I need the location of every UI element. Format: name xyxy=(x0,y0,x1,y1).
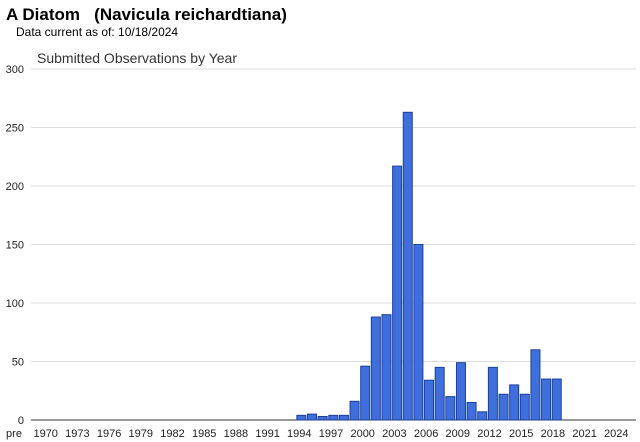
x-tick-label: 1991 xyxy=(255,428,279,440)
x-tick-label: 2006 xyxy=(414,428,438,440)
chart-title: Submitted Observations by Year xyxy=(37,50,238,66)
x-tick-label: 1982 xyxy=(160,428,184,440)
x-tick-label: pre xyxy=(6,428,22,440)
x-tick-label: 1988 xyxy=(224,428,248,440)
bar xyxy=(477,411,488,421)
bar xyxy=(402,111,413,421)
x-tick-label: 1985 xyxy=(192,428,216,440)
bar xyxy=(509,384,520,421)
bar xyxy=(445,396,456,421)
bar xyxy=(296,414,307,421)
bar xyxy=(360,365,371,421)
bar xyxy=(413,244,424,421)
bar xyxy=(370,316,381,421)
x-tick-label: 2012 xyxy=(477,428,501,440)
bar xyxy=(434,366,445,421)
x-tick-label: 2003 xyxy=(382,428,406,440)
bar xyxy=(455,362,466,421)
bar xyxy=(541,378,552,421)
y-tick-label: 50 xyxy=(12,357,24,369)
y-tick-label: 100 xyxy=(6,298,24,310)
x-tick-label: 2024 xyxy=(604,428,628,440)
bar xyxy=(328,414,339,421)
x-tick-label: 2018 xyxy=(541,428,565,440)
bar xyxy=(530,349,541,421)
page-title: A Diatom (Navicula reichardtiana) xyxy=(6,5,287,24)
x-tick-label: 2015 xyxy=(509,428,533,440)
x-tick-label: 1979 xyxy=(129,428,153,440)
x-tick-label: 1997 xyxy=(319,428,343,440)
bar xyxy=(551,378,562,421)
x-tick-label: 2021 xyxy=(572,428,596,440)
y-tick-label: 250 xyxy=(6,123,24,135)
bar xyxy=(338,414,349,421)
bar xyxy=(424,379,435,421)
bar xyxy=(498,393,509,421)
data-current-date: Data current as of: 10/18/2024 xyxy=(16,25,179,39)
y-tick-label: 300 xyxy=(6,64,24,76)
x-tick-label: 1970 xyxy=(33,428,57,440)
bar xyxy=(487,366,498,421)
x-tick-label: 1976 xyxy=(97,428,121,440)
bar xyxy=(466,401,477,421)
x-tick-label: 1973 xyxy=(65,428,89,440)
y-tick-label: 200 xyxy=(6,181,24,193)
bar xyxy=(381,314,392,421)
bar xyxy=(307,413,317,421)
bar xyxy=(519,393,530,421)
x-tick-label: 1994 xyxy=(287,428,311,440)
bar xyxy=(392,165,403,421)
y-tick-label: 150 xyxy=(6,240,24,252)
x-tick-label: 2000 xyxy=(350,428,374,440)
bar xyxy=(317,415,328,421)
x-tick-label: 2009 xyxy=(446,428,470,440)
y-tick-label: 0 xyxy=(18,415,24,427)
bar xyxy=(349,400,360,421)
